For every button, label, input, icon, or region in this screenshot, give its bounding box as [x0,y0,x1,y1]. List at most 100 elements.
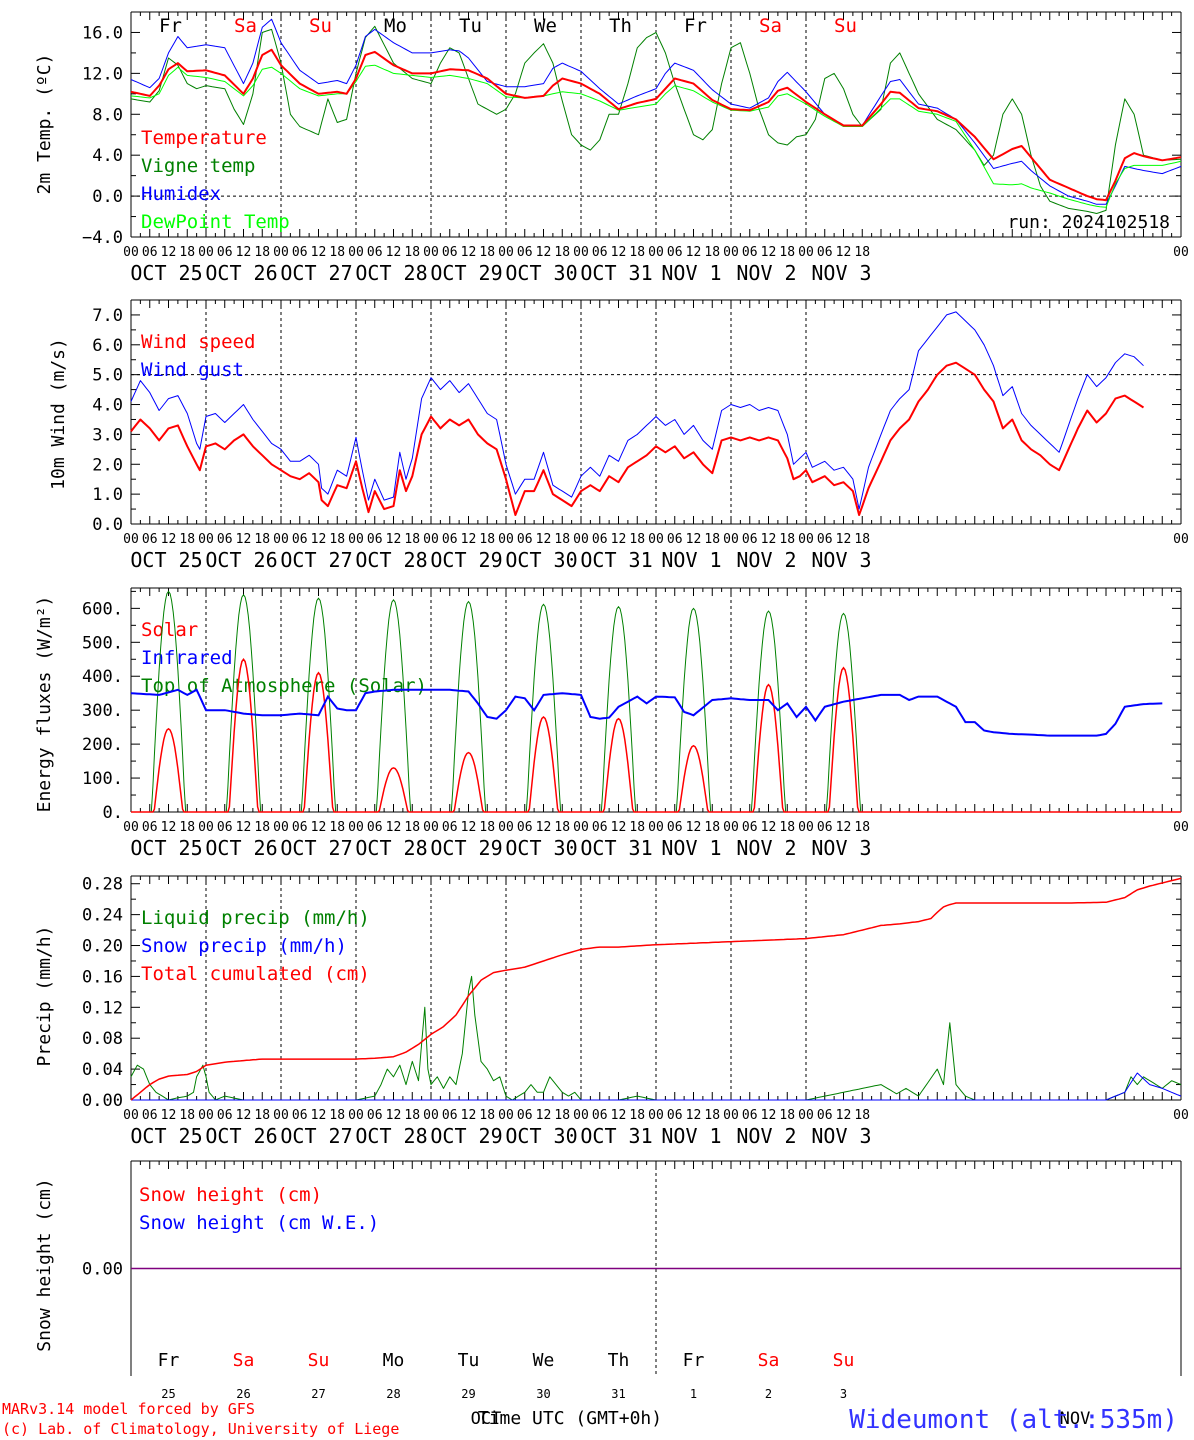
precip-ytick-label: 0.00 [82,1091,123,1111]
wind-hour-label: 12 [386,532,402,547]
wind-hour-label: 06 [667,532,683,547]
temp-date-label: NOV 1 [661,261,721,285]
precip-hour-label: 06 [217,1108,233,1123]
temp-date-label: OCT 25 [130,261,202,285]
humidex-line [130,18,1182,205]
temp-hour-label: 18 [254,245,270,260]
temp-hour-label: 06 [292,245,308,260]
temp-date-label: NOV 3 [811,261,871,285]
legend-snow-precip: Snow precip (mm/h) [141,935,347,957]
snow-day-number: 27 [311,1387,325,1401]
energy-hour-label: 00 [723,820,739,835]
energy-hour-label: 18 [179,820,195,835]
energy-ytick-label: 0. [103,803,123,823]
snow-day-number: 28 [386,1387,400,1401]
energy-ytick-label: 500. [82,633,123,653]
lab-credit: (c) Lab. of Climatology, University of L… [2,1420,399,1438]
temp-hour-label: 12 [611,245,627,260]
precip-hour-label: 12 [761,1108,777,1123]
precip-hour-label: 12 [311,1108,327,1123]
temp-date-label: OCT 31 [580,261,652,285]
wind-date-label: OCT 29 [430,548,502,572]
legend-wind-gust: Wind gust [141,359,244,381]
precip-hour-label: 18 [779,1108,795,1123]
energy-ytick-label: 200. [82,735,123,755]
snow-day-number: 30 [536,1387,550,1401]
energy-hour-label: 12 [461,820,477,835]
precip-hour-label: 06 [517,1108,533,1123]
temp-hour-label: 06 [217,245,233,260]
energy-hour-label: 06 [217,820,233,835]
legend-total-cumulated: Total cumulated (cm) [141,963,370,985]
wind-hour-label: 00 [198,532,214,547]
precip-hour-label: 06 [142,1108,158,1123]
energy-hour-label: 00 [498,820,514,835]
precip-hour-label: 00 [273,1108,289,1123]
precip-hour-label: 00 [348,1108,364,1123]
precip-hour-label: 18 [479,1108,495,1123]
month-nov: NOV [1060,1409,1091,1429]
wind-gust-line [130,311,1144,510]
wind-hour-label: 06 [817,532,833,547]
temp-date-label: OCT 26 [205,261,277,285]
legend-temperature: Temperature [141,127,267,149]
energy-hour-label: 06 [517,820,533,835]
legend-vigne-temp: Vigne temp [141,155,255,177]
temp-hour-label: 00 [123,245,139,260]
wind-hour-label: 00 [648,532,664,547]
energy-hour-label: 12 [611,820,627,835]
precip-hour-label: 12 [611,1108,627,1123]
dewpoint-temp-line [130,64,1182,208]
wind-hour-label: 12 [161,532,177,547]
temp-date-label: OCT 27 [280,261,352,285]
wind-date-label: NOV 3 [811,548,871,572]
precip-hour-label: 06 [442,1108,458,1123]
energy-hour-label: 06 [367,820,383,835]
temp-hour-label: 00 [273,245,289,260]
solar-line [131,658,1181,813]
temp-hour-label: 00 [723,245,739,260]
energy-hour-label: 00 [348,820,364,835]
snow-ylabel: Snow height (cm) [34,1178,55,1351]
temp-hour-label: 18 [854,245,870,260]
temperature-line [130,48,1182,202]
wind-hour-label: 06 [742,532,758,547]
weekday-label: Th [609,15,632,37]
temp-hour-label: 18 [704,245,720,260]
wind-hour-label: 06 [442,532,458,547]
energy-ylabel: Energy fluxes (W/m²) [34,596,55,813]
energy-hour-label: 12 [686,820,702,835]
precip-date-label: OCT 30 [505,1124,577,1148]
energy-hour-label: 12 [161,820,177,835]
temp-date-label: OCT 30 [505,261,577,285]
wind-hour-label: 18 [479,532,495,547]
temp-hour-label: 18 [404,245,420,260]
precip-hour-label: 18 [404,1108,420,1123]
wind-hour-label: 00 [573,532,589,547]
precip-date-label: NOV 3 [811,1124,871,1148]
temp-ytick-label: 4.0 [92,146,123,166]
wind-hour-label: 06 [592,532,608,547]
time-axis-label: Time UTC (GMT+0h) [478,1408,662,1429]
energy-hour-label: 06 [817,820,833,835]
precip-hour-label: 18 [629,1108,645,1123]
energy-date-label: OCT 30 [505,836,577,860]
weekday-label: Su [309,15,332,37]
energy-ytick-label: 400. [82,667,123,687]
precip-hour-label: 00 [723,1108,739,1123]
snow-weekday-label: We [533,1350,555,1371]
precip-hour-label: 06 [592,1108,608,1123]
snow-day-number: 25 [161,1387,175,1401]
weekday-label: Fr [159,15,182,37]
wind-hour-label: 12 [236,532,252,547]
temp-hour-label: 06 [592,245,608,260]
wind-hour-label: 12 [311,532,327,547]
wind-hour-label: 12 [461,532,477,547]
footer: MARv3.14 model forced by GFS (c) Lab. of… [2,1400,1178,1438]
snow-weekday-label: Sa [233,1350,255,1371]
precip-ytick-label: 0.28 [82,875,123,895]
precip-hour-label: 12 [236,1108,252,1123]
location-label: Wideumont (alt.:535m) [849,1405,1178,1435]
